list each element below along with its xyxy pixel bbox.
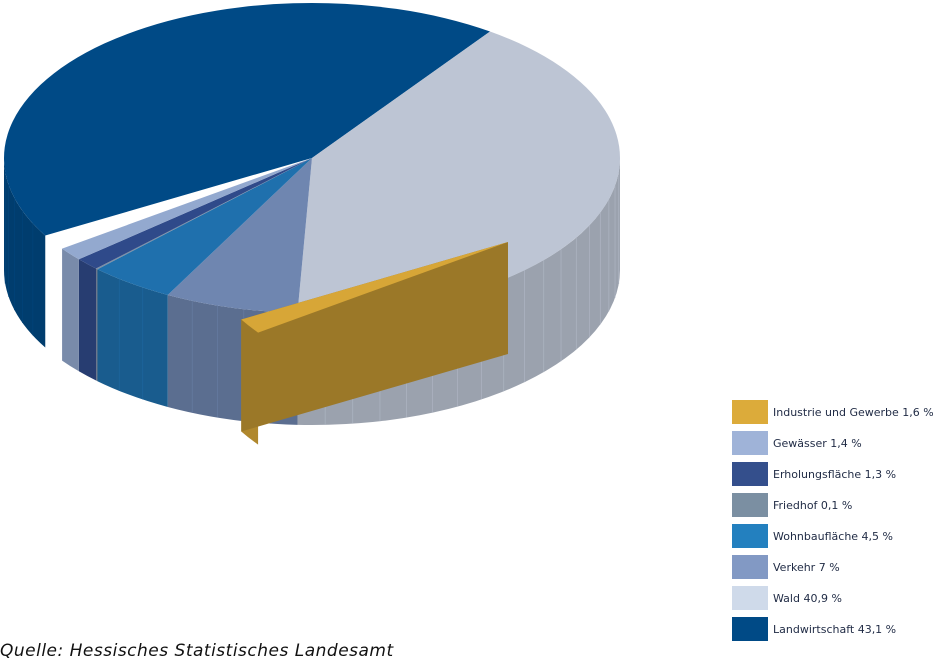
legend-item: Verkehr 7 % [732, 555, 840, 579]
slice-top-verkehr [167, 158, 312, 313]
slice-side-erholungsfl-che [78, 259, 97, 381]
slice-landwirtschaft [3, 2, 491, 348]
legend-label: Gewässer 1,4 % [773, 436, 862, 450]
legend-label: Industrie und Gewerbe 1,6 % [773, 405, 933, 419]
slice-side-friedhof [96, 268, 98, 382]
legend-item: Gewässer 1,4 % [732, 431, 862, 455]
slice-top-gew-sser [62, 158, 312, 260]
legend-item: Friedhof 0,1 % [732, 493, 852, 517]
slice-cut-industrie-und-gewerbe [241, 242, 509, 432]
legend-swatch [732, 431, 768, 455]
slice-top-industrie-und-gewerbe [241, 242, 509, 333]
legend-swatch [732, 617, 768, 641]
slice-side-wohnbaufl-che [97, 269, 168, 407]
legend-swatch [732, 555, 768, 579]
slice-gew-sser [62, 158, 312, 372]
slice-erholungsfl-che [78, 158, 312, 381]
legend-swatch [732, 400, 768, 424]
legend-label: Wohnbaufläche 4,5 % [773, 529, 893, 543]
slice-top-wald [297, 31, 620, 313]
source-note: Quelle: Hessisches Statistisches Landesa… [0, 641, 394, 661]
legend-item: Wohnbaufläche 4,5 % [732, 524, 893, 548]
legend-label: Landwirtschaft 43,1 % [773, 622, 897, 636]
legend-item: Wald 40,9 % [732, 586, 842, 610]
legend-swatch [732, 493, 768, 517]
slice-top-friedhof [96, 158, 312, 270]
legend-swatch [732, 462, 768, 486]
slice-top-wohnbaufl-che [97, 158, 312, 295]
slice-side-gew-sser [62, 248, 79, 372]
slice-wohnbaufl-che [97, 158, 312, 407]
slice-industrie-und-gewerbe [241, 242, 509, 445]
slice-top-landwirtschaft [3, 2, 491, 236]
legend-swatch [732, 586, 768, 610]
slice-friedhof [96, 158, 312, 382]
legend-swatch [732, 524, 768, 548]
legend-label: Erholungsfläche 1,3 % [773, 467, 897, 481]
legend-label: Friedhof 0,1 % [773, 498, 853, 512]
pie-slices [3, 2, 620, 445]
legend-label: Verkehr 7 % [773, 560, 840, 574]
legend-item: Industrie und Gewerbe 1,6 % [732, 400, 933, 424]
legend-label: Wald 40,9 % [773, 591, 842, 605]
legend-item: Landwirtschaft 43,1 % [732, 617, 896, 641]
slice-top-erholungsfl-che [78, 158, 312, 269]
legend-item: Erholungsfläche 1,3 % [732, 462, 896, 486]
